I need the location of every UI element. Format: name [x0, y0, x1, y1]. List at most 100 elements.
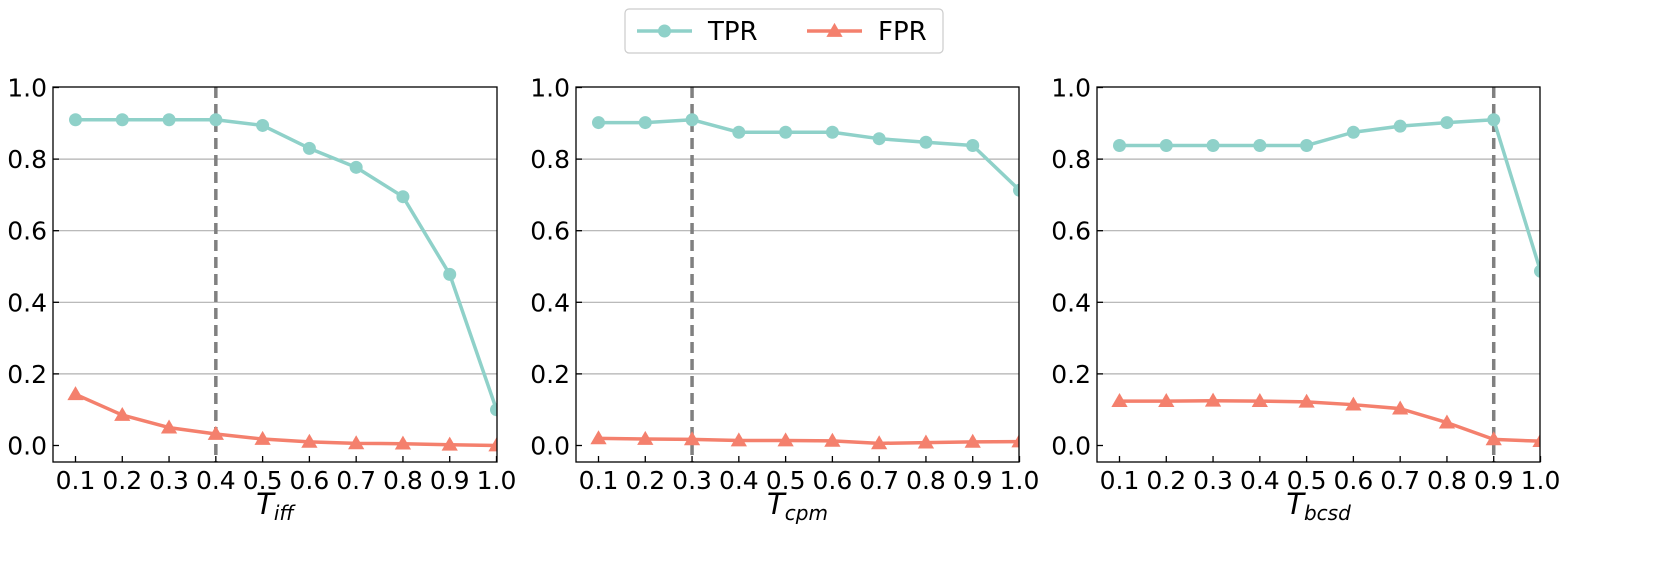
data-point-fpr: [777, 432, 794, 447]
y-tick-label: 0.8: [530, 145, 570, 174]
x-tick-label: 0.7: [1380, 466, 1420, 495]
data-point-tpr: [349, 160, 363, 174]
y-tick-label: 0.6: [7, 217, 47, 246]
data-point-tpr: [1253, 138, 1267, 152]
data-point-fpr: [1345, 396, 1362, 411]
data-point-fpr: [1011, 434, 1019, 448]
series-line-tpr: [75, 117, 497, 411]
x-tick-label: 0.8: [1427, 466, 1467, 495]
x-axis-label: Tiff: [256, 487, 296, 525]
y-tick-label: 0.2: [530, 360, 570, 389]
data-point-fpr: [871, 435, 888, 450]
x-tick-label: 1.0: [1000, 466, 1040, 495]
data-point-tpr: [209, 113, 223, 127]
data-point-fpr: [964, 433, 981, 448]
data-layer: [67, 113, 497, 452]
x-tick-label: 0.5: [766, 466, 806, 495]
data-point-tpr: [825, 125, 839, 139]
y-tick-label: 1.0: [530, 74, 570, 103]
x-tick-label: 0.6: [813, 466, 853, 495]
series-line-fpr: [598, 436, 1019, 446]
data-point-fpr: [1532, 433, 1540, 448]
x-tick-label: 0.4: [719, 466, 759, 495]
y-tick-label: 0.2: [1051, 360, 1091, 389]
data-point-tpr: [872, 132, 886, 146]
data-point-tpr: [592, 116, 605, 130]
x-tick-label: 0.2: [1146, 466, 1186, 495]
axes-frame: [575, 86, 1020, 463]
data-point-tpr: [162, 113, 176, 127]
data-point-tpr: [1346, 125, 1360, 139]
data-point-fpr: [1158, 392, 1175, 407]
data-point-tpr: [732, 125, 746, 139]
data-point-tpr: [1113, 138, 1126, 152]
data-point-tpr: [256, 118, 270, 132]
data-point-fpr: [254, 430, 271, 445]
y-tick-label: 0.0: [1051, 432, 1091, 461]
data-point-fpr: [207, 425, 224, 440]
x-axis-label: Tcpm: [767, 487, 828, 525]
series-line-fpr: [74, 392, 497, 448]
data-point-fpr: [917, 434, 935, 449]
x-tick-label: 1.0: [477, 466, 517, 495]
x-tick-label: 0.7: [859, 466, 899, 495]
data-point-tpr: [1440, 116, 1454, 130]
legend-marker-tpr: [658, 24, 671, 38]
x-tick-label: 0.1: [56, 466, 96, 495]
x-axis-label: Tbcsd: [1286, 487, 1351, 525]
data-point-fpr: [730, 432, 747, 447]
x-tick-label: 0.2: [102, 466, 142, 495]
x-tick-label: 0.4: [1240, 466, 1280, 495]
data-point-tpr: [302, 141, 316, 155]
x-axis-label-base: T: [256, 487, 276, 521]
data-point-tpr: [638, 116, 652, 130]
chart-panels: 0.00.20.40.60.81.00.1 0.2 0.3 0.4 0.5 0.6 0.7 0…: [7, 74, 1560, 526]
x-tick-label: 0.9: [1474, 466, 1514, 495]
data-point-tpr: [69, 113, 82, 127]
x-axis-label-base: T: [1286, 487, 1306, 521]
data-point-tpr: [115, 113, 129, 127]
legend-frame: [624, 8, 944, 54]
axes-frame: [1096, 86, 1541, 463]
x-tick-label: 0.1: [579, 466, 619, 495]
data-point-fpr: [683, 431, 701, 446]
data-point-fpr: [1298, 393, 1315, 408]
y-tick-label: 0.4: [7, 288, 47, 317]
x-tick-label: 0.6: [290, 466, 330, 495]
series-line-fpr: [1119, 399, 1540, 443]
x-axis-label-subscript: cpm: [785, 501, 828, 525]
y-tick-label: 0.6: [1051, 217, 1091, 246]
data-point-tpr: [1393, 119, 1407, 133]
data-point-fpr: [1251, 392, 1268, 407]
data-layer: [590, 113, 1019, 450]
y-tick-label: 0.4: [530, 288, 570, 317]
data-point-fpr: [160, 419, 178, 434]
data-point-fpr: [1485, 431, 1502, 446]
data-point-tpr: [919, 135, 933, 149]
data-point-fpr: [1111, 392, 1128, 407]
data-point-tpr: [1159, 138, 1173, 152]
data-point-tpr: [1487, 113, 1501, 127]
data-point-fpr: [590, 430, 607, 445]
data-point-tpr: [1013, 183, 1019, 197]
x-axis-label-base: T: [767, 487, 787, 521]
data-point-fpr: [67, 386, 84, 401]
data-point-fpr: [824, 432, 841, 447]
x-tick-label: 0.3: [1193, 466, 1233, 495]
x-axis-label-subscript: bcsd: [1304, 501, 1351, 525]
data-point-tpr: [396, 190, 410, 204]
series-line-tpr: [598, 117, 1019, 192]
legend-label-fpr: FPR: [878, 17, 927, 47]
data-point-fpr: [488, 437, 497, 452]
axes-frame: [52, 86, 498, 463]
series-line-tpr: [1119, 117, 1540, 272]
y-tick-label: 1.0: [1051, 74, 1091, 103]
data-point-fpr: [301, 433, 318, 448]
data-point-fpr: [348, 435, 365, 450]
y-tick-label: 0.8: [1051, 145, 1091, 174]
data-point-tpr: [490, 403, 497, 417]
data-point-fpr: [1204, 392, 1222, 407]
x-tick-label: 0.3: [672, 466, 712, 495]
legend-label-tpr: TPR: [707, 17, 758, 47]
